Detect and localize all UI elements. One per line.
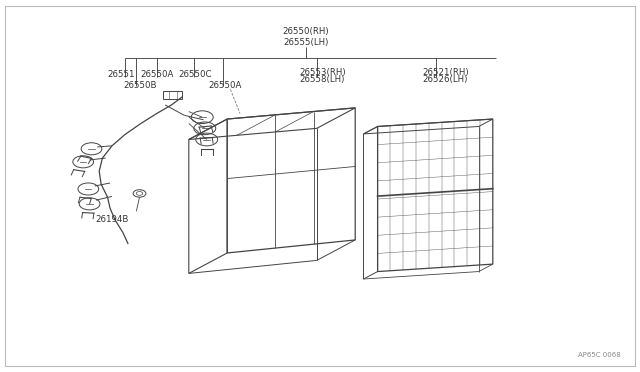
Bar: [163, 91, 182, 99]
Text: AP65C 0068: AP65C 0068: [578, 352, 621, 358]
Text: 26550(RH): 26550(RH): [283, 27, 329, 36]
Text: 26550A: 26550A: [141, 70, 174, 79]
FancyBboxPatch shape: [5, 6, 635, 366]
Text: 26553(RH): 26553(RH): [299, 68, 346, 77]
Text: 26526(LH): 26526(LH): [422, 75, 468, 84]
Text: 26550A: 26550A: [208, 81, 241, 90]
Text: 26521(RH): 26521(RH): [422, 68, 469, 77]
Text: 26555(LH): 26555(LH): [284, 38, 328, 47]
Text: 26551: 26551: [108, 70, 135, 79]
Text: 26550C: 26550C: [178, 70, 211, 79]
Text: 26558(LH): 26558(LH): [299, 75, 344, 84]
Text: 26550B: 26550B: [124, 81, 157, 90]
Text: 26194B: 26194B: [95, 215, 129, 224]
